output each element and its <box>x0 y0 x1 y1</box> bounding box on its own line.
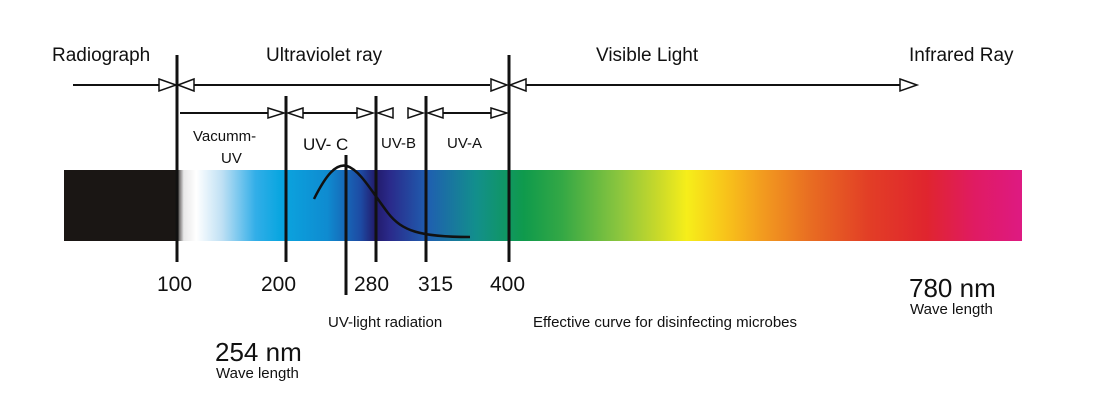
label-uvb: UV-B <box>381 135 416 152</box>
uv-band-arrows <box>180 106 510 120</box>
label-vacuum-uv-line2: UV <box>221 150 242 167</box>
label-infrared: Infrared Ray <box>909 45 1014 66</box>
curve-label: Effective curve for disinfecting microbe… <box>533 314 797 331</box>
uv-light-label: UV-light radiation <box>328 314 442 331</box>
tick-label-200: 200 <box>261 273 296 296</box>
label-ultraviolet: Ultraviolet ray <box>266 45 383 66</box>
peak-wavelength-caption: Wave length <box>216 365 299 382</box>
label-uvc: UV- C <box>303 135 348 154</box>
end-wavelength-caption: Wave length <box>910 301 993 318</box>
label-uva: UV-A <box>447 135 482 152</box>
spectrum-band <box>64 170 1022 241</box>
peak-wavelength-value: 254 nm <box>215 337 302 367</box>
end-wavelength-value: 780 nm <box>909 273 996 303</box>
effective-curve <box>312 164 471 239</box>
label-vacuum-uv-line1: Vacumm- <box>193 128 256 145</box>
label-visible: Visible Light <box>596 45 699 66</box>
tick-label-400: 400 <box>490 273 525 296</box>
tick-label-100: 100 <box>157 273 192 296</box>
region-arrows <box>73 77 920 93</box>
tick-label-280: 280 <box>354 273 389 296</box>
tick-label-315: 315 <box>418 273 453 296</box>
label-radiograph: Radiograph <box>52 45 150 66</box>
